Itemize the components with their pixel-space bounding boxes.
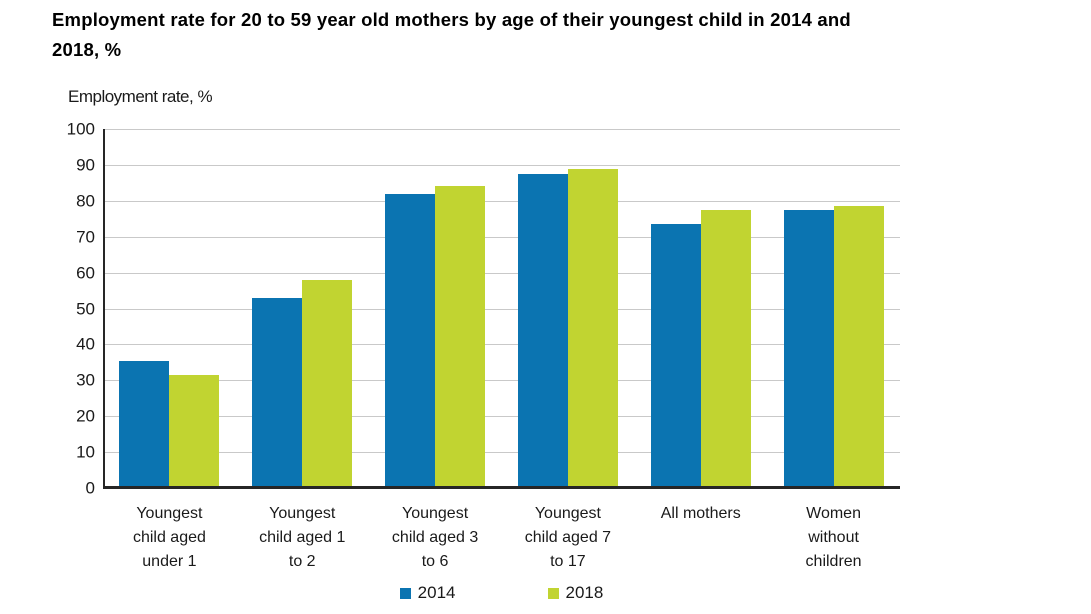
- category-label-line: children: [805, 553, 862, 570]
- category-label-line: to 2: [288, 553, 316, 570]
- legend-swatch-2014: [399, 587, 411, 599]
- y-tick-label-100: 100: [66, 119, 95, 139]
- bar-2014-group-2: [252, 297, 303, 488]
- legend-label-2018: 2018: [565, 583, 604, 602]
- bar-2014-group-4: [517, 173, 568, 488]
- category-label-line: Youngest: [402, 505, 469, 522]
- plot-area: 0 10 20 30 40 50 60 70 80 90 100 Youngest child aged…: [67, 121, 900, 570]
- y-tick-label-80: 80: [76, 191, 95, 211]
- category-label-line: to 17: [550, 553, 586, 570]
- bar-group-4: [502, 129, 635, 488]
- gridline-100: [103, 129, 900, 130]
- legend-swatch-2018: [547, 587, 559, 599]
- gridline-50: [103, 308, 900, 310]
- category-label-line: child aged 7: [524, 529, 612, 546]
- y-axis-line: [103, 129, 105, 488]
- bar-group-2: [236, 129, 369, 488]
- gridline-90: [103, 164, 900, 166]
- bar-2018-group-6: [833, 206, 884, 488]
- legend-item-2018: 2018: [547, 583, 604, 603]
- category-label-5: All mothers: [634, 502, 767, 526]
- gridline-30: [103, 380, 900, 382]
- bar-group-1: [103, 129, 236, 488]
- bar-2018-group-1: [169, 374, 220, 488]
- category-label-4: Youngest child aged 7 to 17: [502, 502, 635, 574]
- category-label-line: child aged 3: [391, 529, 479, 546]
- category-label-3: Youngest child aged 3 to 6: [369, 502, 502, 574]
- gridline-70: [103, 236, 900, 238]
- chart-title-line-2: 2018, %: [52, 39, 122, 60]
- chart-title-line-1: Employment rate for 20 to 59 year old mo…: [52, 9, 851, 30]
- bar-group-5: [634, 129, 767, 488]
- y-tick-label-0: 0: [85, 478, 95, 498]
- y-tick-label-30: 30: [76, 370, 95, 390]
- category-label-line: without: [808, 529, 859, 546]
- category-label-line: child aged: [132, 529, 206, 546]
- chart-title: Employment rate for 20 to 59 year old mo…: [52, 5, 1072, 65]
- y-tick-label-60: 60: [76, 263, 95, 283]
- category-label-6: Women without children: [767, 502, 900, 574]
- y-tick-label-70: 70: [76, 227, 95, 247]
- legend: 2014 2018: [103, 583, 900, 603]
- bar-2014-group-6: [783, 209, 834, 488]
- y-tick-label-20: 20: [76, 406, 95, 426]
- gridline-80: [103, 200, 900, 202]
- bar-2014-group-1: [119, 360, 170, 488]
- gridline-10: [103, 452, 900, 454]
- gridline-60: [103, 272, 900, 274]
- gridline-20: [103, 416, 900, 418]
- category-label-line: Women: [806, 505, 861, 522]
- bar-2018-group-2: [302, 279, 353, 488]
- category-label-line: child aged 1: [259, 529, 346, 546]
- category-label-line: under 1: [142, 553, 197, 570]
- bar-2018-group-4: [567, 168, 618, 488]
- y-tick-label-40: 40: [76, 334, 95, 354]
- category-label-line: Youngest: [136, 505, 203, 522]
- category-label-line: to 6: [421, 553, 449, 570]
- y-tick-label-50: 50: [76, 299, 95, 318]
- legend-item-2014: 2014: [399, 583, 456, 603]
- bar-2014-group-3: [385, 193, 436, 488]
- bar-2014-group-5: [650, 224, 701, 488]
- gridline-40: [103, 344, 900, 346]
- legend-label-2014: 2014: [417, 583, 456, 602]
- y-tick-label-90: 90: [76, 155, 95, 175]
- category-label-line: Youngest: [534, 505, 601, 522]
- x-axis-line: [103, 486, 900, 489]
- category-label-2: Youngest child aged 1 to 2: [236, 502, 369, 574]
- bar-group-3: [369, 129, 502, 488]
- bar-2018-group-3: [435, 186, 486, 488]
- category-label-1: Youngest child aged under 1: [103, 502, 236, 574]
- category-label-line: Youngest: [269, 505, 336, 522]
- y-tick-label-10: 10: [76, 442, 95, 462]
- category-label-line: All mothers: [660, 505, 741, 522]
- bar-2018-group-5: [700, 209, 751, 488]
- y-axis-title: Employment rate, %: [68, 87, 213, 106]
- bar-group-6: [767, 129, 900, 488]
